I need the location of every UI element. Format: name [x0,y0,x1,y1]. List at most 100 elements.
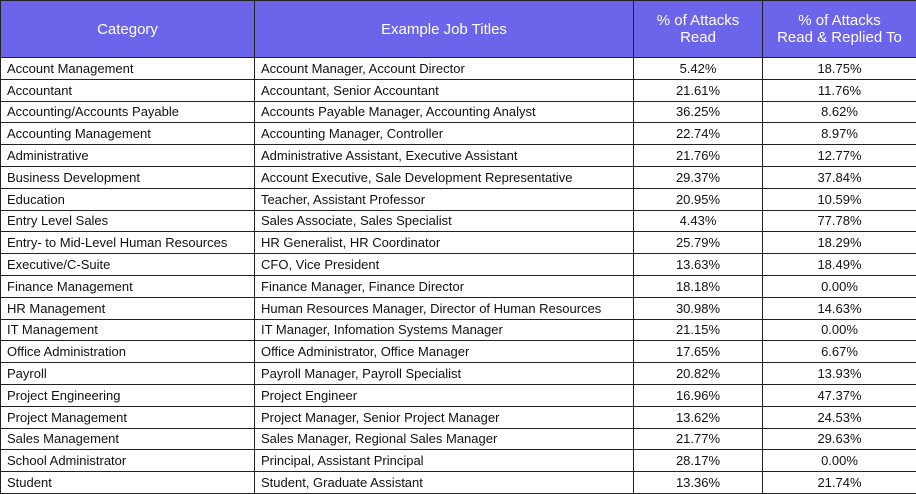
percent-cell: 29.37% [634,166,763,188]
text-cell: Project Manager, Senior Project Manager [255,406,634,428]
percent-cell: 0.00% [763,450,916,472]
text-cell: Principal, Assistant Principal [255,450,634,472]
percent-cell: 29.63% [763,428,916,450]
percent-cell: 8.62% [763,101,916,123]
header-text: % of Attacks [640,12,756,29]
percent-cell: 28.17% [634,450,763,472]
text-cell: Project Engineering [1,384,255,406]
percent-cell: 18.29% [763,232,916,254]
percent-cell: 18.75% [763,58,916,80]
text-cell: Account Manager, Account Director [255,58,634,80]
text-cell: Accountant [1,79,255,101]
percent-cell: 21.77% [634,428,763,450]
text-cell: Office Administrator, Office Manager [255,341,634,363]
text-cell: Sales Associate, Sales Specialist [255,210,634,232]
text-cell: Entry- to Mid-Level Human Resources [1,232,255,254]
header-text: Read [640,29,756,46]
text-cell: HR Generalist, HR Coordinator [255,232,634,254]
text-cell: IT Management [1,319,255,341]
percent-cell: 8.97% [763,123,916,145]
text-cell: Account Management [1,58,255,80]
percent-cell: 6.67% [763,341,916,363]
header-cell: Example Job Titles [255,1,634,58]
text-cell: Account Executive, Sale Development Repr… [255,166,634,188]
percent-cell: 77.78% [763,210,916,232]
percent-cell: 17.65% [634,341,763,363]
percent-cell: 24.53% [763,406,916,428]
text-cell: Administrative [1,145,255,167]
percent-cell: 0.00% [763,275,916,297]
percent-cell: 13.62% [634,406,763,428]
percent-cell: 18.49% [763,254,916,276]
text-cell: School Administrator [1,450,255,472]
text-cell: Payroll [1,363,255,385]
text-cell: Education [1,188,255,210]
text-cell: Project Management [1,406,255,428]
percent-cell: 12.77% [763,145,916,167]
header-text: % of Attacks [769,12,910,29]
percent-cell: 47.37% [763,384,916,406]
text-cell: Accounts Payable Manager, Accounting Ana… [255,101,634,123]
percent-cell: 21.61% [634,79,763,101]
header-text: Category [7,21,248,38]
percent-cell: 10.59% [763,188,916,210]
percent-cell: 11.76% [763,79,916,101]
percent-cell: 4.43% [634,210,763,232]
text-cell: Executive/C-Suite [1,254,255,276]
percent-cell: 30.98% [634,297,763,319]
percent-cell: 22.74% [634,123,763,145]
text-cell: Entry Level Sales [1,210,255,232]
percent-cell: 37.84% [763,166,916,188]
text-cell: Student, Graduate Assistant [255,472,634,494]
text-cell: Accountant, Senior Accountant [255,79,634,101]
percent-cell: 0.00% [763,319,916,341]
percent-cell: 13.36% [634,472,763,494]
text-cell: Office Administration [1,341,255,363]
text-cell: IT Manager, Infomation Systems Manager [255,319,634,341]
text-cell: Payroll Manager, Payroll Specialist [255,363,634,385]
percent-cell: 20.95% [634,188,763,210]
percent-cell: 21.76% [634,145,763,167]
text-cell: Sales Management [1,428,255,450]
percent-cell: 20.82% [634,363,763,385]
percent-cell: 21.15% [634,319,763,341]
text-cell: Human Resources Manager, Director of Hum… [255,297,634,319]
percent-cell: 13.93% [763,363,916,385]
text-cell: Accounting Management [1,123,255,145]
text-cell: Sales Manager, Regional Sales Manager [255,428,634,450]
header-cell: Category [1,1,255,58]
header-text: Example Job Titles [261,21,627,38]
percent-cell: 36.25% [634,101,763,123]
text-cell: Student [1,472,255,494]
percent-cell: 16.96% [634,384,763,406]
text-cell: Accounting Manager, Controller [255,123,634,145]
percent-cell: 5.42% [634,58,763,80]
text-cell: Teacher, Assistant Professor [255,188,634,210]
text-cell: Accounting/Accounts Payable [1,101,255,123]
percent-cell: 25.79% [634,232,763,254]
percent-cell: 14.63% [763,297,916,319]
